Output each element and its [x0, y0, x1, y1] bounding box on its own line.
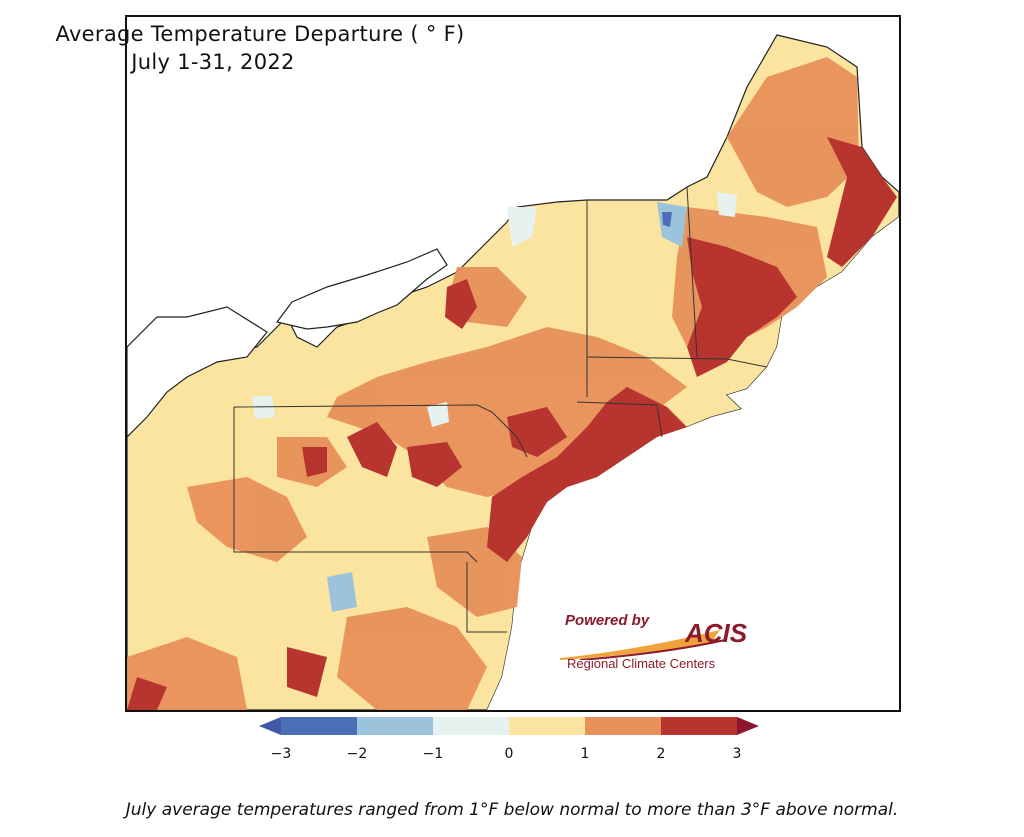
logo-swoosh-icon — [560, 630, 726, 660]
atlantic-ocean — [487, 217, 899, 710]
colorbar — [259, 717, 759, 735]
colorbar-tick-label: −3 — [270, 746, 292, 762]
acis-logo: Powered by ACIS Regional Climate Centers — [555, 608, 755, 678]
logo-tagline: Regional Climate Centers — [567, 656, 716, 671]
colorbar-over-extend — [737, 717, 759, 735]
logo-powered-by: Powered by — [565, 612, 650, 629]
colorbar-bin — [585, 717, 661, 735]
anomaly-2-to-3 — [127, 137, 897, 710]
colorbar-tick-label: 1 — [580, 746, 590, 762]
colorbar-bin — [281, 717, 357, 735]
colorbar-bin — [509, 717, 585, 735]
colorbar-tick-label: 2 — [656, 746, 666, 762]
map-title: Average Temperature Departure ( ° F) — [55, 22, 465, 46]
colorbar-bin — [357, 717, 433, 735]
state-boundaries — [233, 186, 768, 633]
map-panel — [125, 15, 901, 712]
colorbar-tick-label: 0 — [504, 746, 514, 762]
map-subtitle: July 1-31, 2022 — [131, 50, 295, 74]
colorbar-tick-label: −1 — [422, 746, 444, 762]
colorbar-bin — [433, 717, 509, 735]
temperature-departure-map — [127, 34, 899, 710]
lake-ontario — [275, 248, 448, 330]
logo-acis-text: ACIS — [685, 618, 748, 648]
anomaly-below-normal — [252, 192, 737, 612]
lake-erie — [127, 306, 268, 438]
colorbar-under-extend — [259, 717, 281, 735]
colorbar-tick-label: 3 — [732, 746, 742, 762]
colorbar-bin — [661, 717, 737, 735]
colorbar-tick-label: −2 — [346, 746, 368, 762]
figure-caption: July average temperatures ranged from 1°… — [125, 800, 899, 820]
